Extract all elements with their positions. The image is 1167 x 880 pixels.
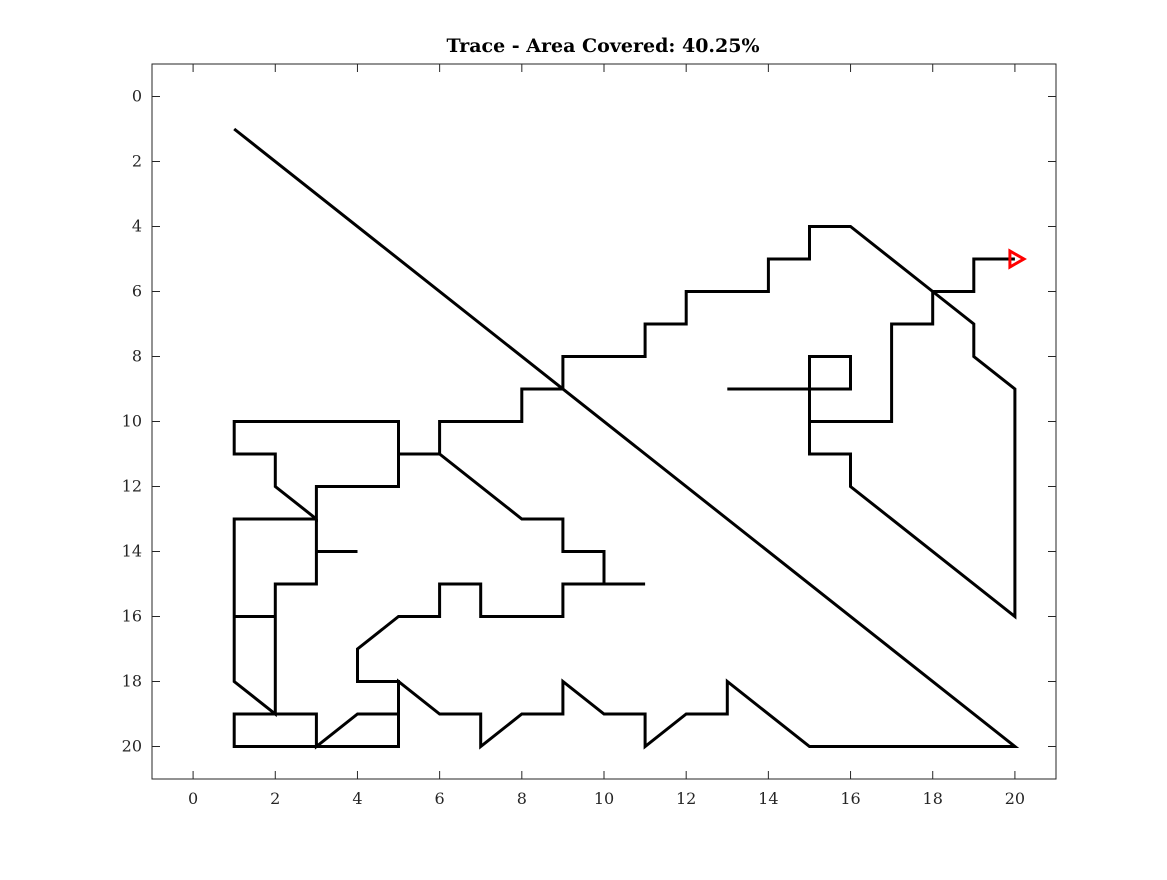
trace-segment-3 (232, 517, 318, 718)
x-tick-label: 18 (923, 789, 943, 808)
trace-segment-2 (232, 420, 400, 523)
y-tick-label: 6 (132, 282, 142, 301)
y-tick-label: 16 (122, 607, 142, 626)
trace-segment-6 (809, 257, 1015, 423)
x-tick-label: 4 (352, 789, 362, 808)
y-tick-label: 14 (122, 542, 142, 561)
end-marker-triangle (1008, 248, 1027, 270)
y-tick-label: 4 (132, 217, 142, 236)
x-tick-label: 2 (270, 789, 280, 808)
x-tick-label: 6 (435, 789, 445, 808)
y-tick-label: 0 (132, 87, 142, 106)
chart-title: Trace - Area Covered: 40.25% (446, 35, 759, 57)
y-tick-label: 8 (132, 347, 142, 366)
y-tick-label: 12 (122, 477, 142, 496)
y-tick-label: 20 (122, 737, 142, 756)
position-marker (1008, 248, 1027, 270)
y-tick-label: 10 (122, 412, 142, 431)
axes: 0 2 4 6 8 10 12 14 16 18 20 0 2 4 6 8 10 12 14 16 18 20 (122, 63, 1057, 808)
x-tick-label: 20 (1005, 789, 1025, 808)
y-tick-label: 18 (122, 672, 142, 691)
x-tick-label: 12 (676, 789, 696, 808)
x-tick-label: 14 (758, 789, 778, 808)
y-tick-label: 2 (132, 152, 142, 171)
x-tick-label: 16 (840, 789, 860, 808)
x-tick-label: 0 (188, 789, 198, 808)
x-tick-label: 8 (517, 789, 527, 808)
trace-segment-1 (232, 127, 1020, 750)
trace-lines (232, 127, 1020, 750)
x-tick-label: 10 (594, 789, 614, 808)
